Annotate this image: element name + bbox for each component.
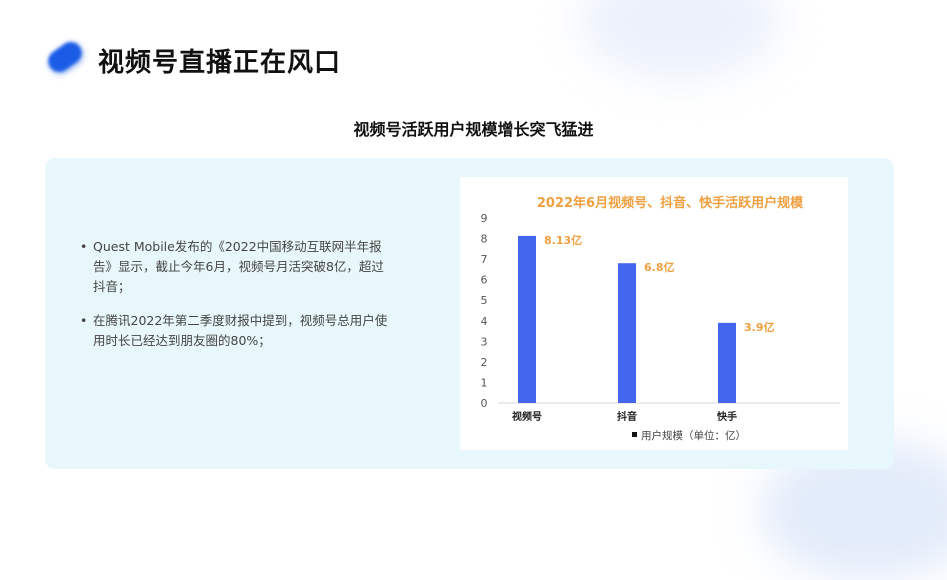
bullet-item: • Quest Mobile发布的《2022中国移动互联网半年报告》显示，截止今年…: [80, 237, 390, 297]
y-tick-label: 1: [481, 376, 488, 389]
chart-title: 2022年6月视频号、抖音、快手活跃用户规模: [537, 195, 804, 211]
legend-label: 用户规模（单位：亿）: [641, 429, 746, 442]
bar-1: [518, 235, 536, 403]
x-tick-label: 快手: [716, 410, 737, 423]
legend-swatch: [632, 432, 637, 437]
page-title: 视频号直播正在风口: [98, 48, 342, 78]
data-label: 6.8亿: [644, 260, 675, 274]
x-tick-label: 抖音: [617, 410, 637, 423]
background-decoration: [580, 0, 780, 80]
y-tick-label: 8: [481, 233, 488, 246]
y-tick-label: 0: [481, 397, 488, 410]
bar-chart: 2022年6月视频号、抖音、快手活跃用户规模 0 1 2 3 4 5 6 7 8 9 8.13亿视频…: [460, 177, 848, 450]
y-tick-label: 3: [481, 335, 488, 348]
y-tick-label: 6: [481, 274, 488, 287]
data-label: 8.13亿: [544, 233, 582, 247]
bullet-list: • Quest Mobile发布的《2022中国移动互联网半年报告》显示，截止今年…: [80, 237, 390, 365]
data-label: 3.9亿: [744, 320, 775, 334]
bullet-dot: •: [80, 313, 88, 328]
section-subtitle: 视频号活跃用户规模增长突飞猛进: [353, 120, 594, 139]
bar-3: [718, 322, 736, 403]
y-tick-label: 2: [481, 356, 488, 369]
chart-canvas: 2022年6月视频号、抖音、快手活跃用户规模 0 1 2 3 4 5 6 7 8 9 8.13亿视频…: [481, 195, 840, 442]
bullet-item: • 在腾讯2022年第二季度财报中提到，视频号总用户使用时长已经达到朋友圈的80%…: [80, 311, 390, 351]
y-tick-label: 5: [481, 294, 488, 307]
title-accent-icon: [43, 37, 87, 77]
bar-2: [618, 263, 636, 403]
y-tick-label: 9: [481, 212, 488, 225]
y-tick-label: 7: [481, 253, 488, 266]
bullet-text: Quest Mobile发布的《2022中国移动互联网半年报告》显示，截止今年6…: [93, 239, 384, 294]
x-tick-label: 视频号: [512, 410, 542, 423]
bullet-text: 在腾讯2022年第二季度财报中提到，视频号总用户使用时长已经达到朋友圈的80%；: [93, 313, 388, 348]
bullet-dot: •: [80, 239, 88, 254]
y-tick-label: 4: [481, 315, 488, 328]
